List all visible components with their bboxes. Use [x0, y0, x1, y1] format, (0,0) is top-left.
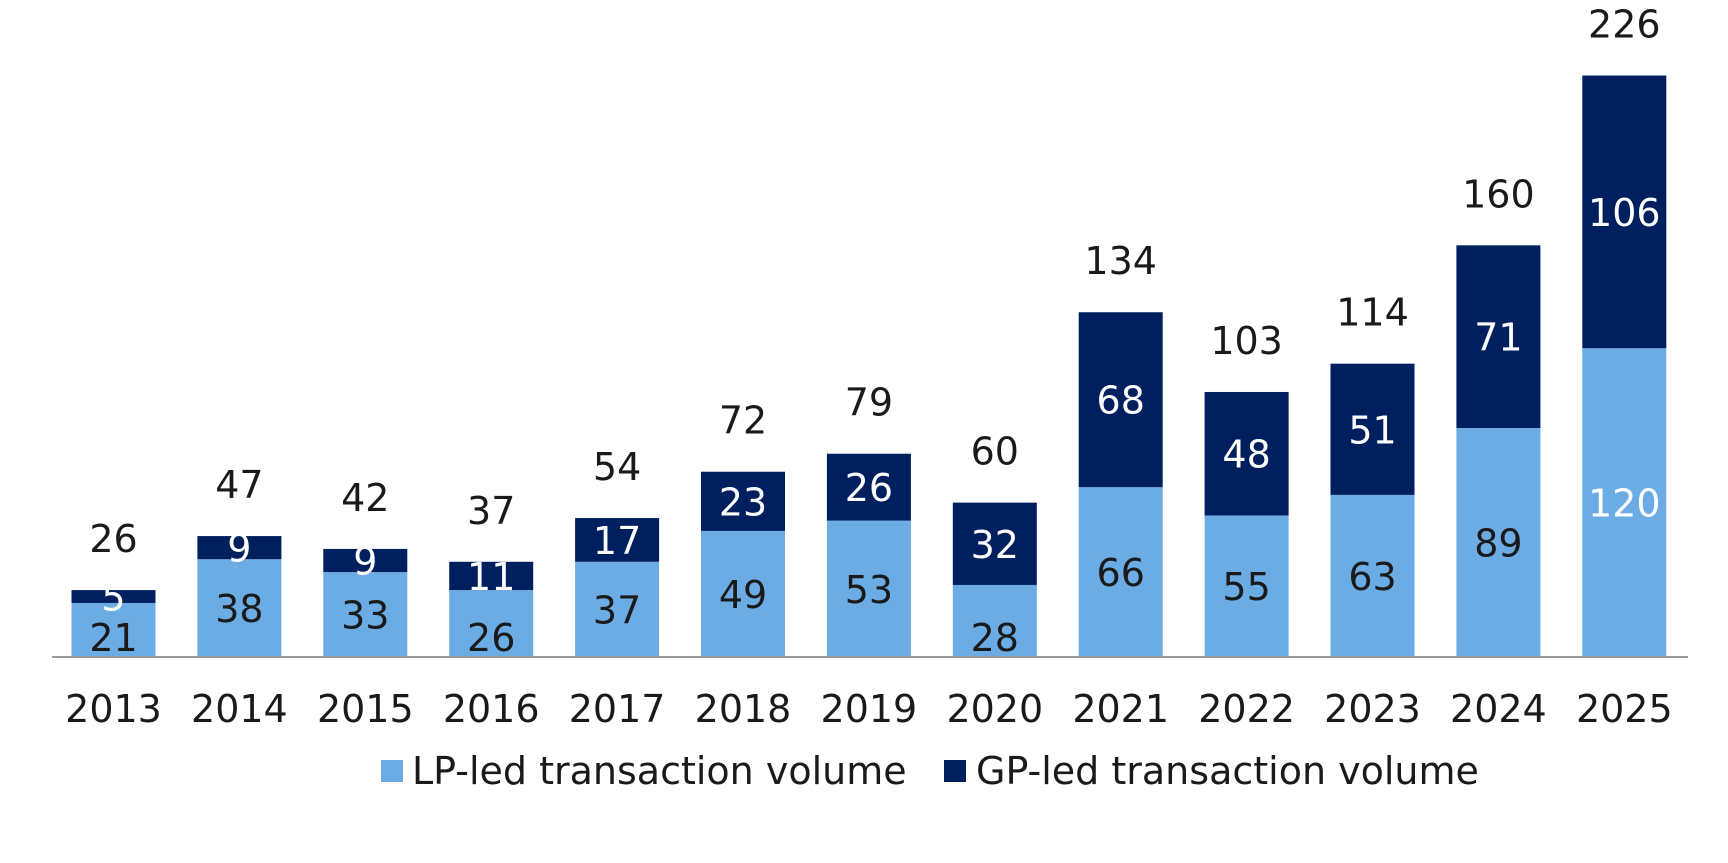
total-label-2015: 42: [341, 476, 389, 520]
bar-gp-2016: [449, 561, 534, 591]
data-label-gp-2025: 106: [1588, 191, 1661, 235]
labels-layer: 215 26 38 9 47 33 9 42 26 11 37 37 17 54 49 23 72 53 26 79 2…: [89, 3, 1660, 660]
legend-label-lp: LP-led transaction volume: [412, 749, 907, 793]
bar-lp-2015: [323, 572, 408, 657]
bar-gp-2015: [323, 548, 408, 573]
x-tick-label-2018: 2018: [695, 687, 792, 731]
bar-lp-2017: [575, 561, 660, 657]
total-label-2024: 160: [1462, 172, 1535, 216]
data-label-gp-2024: 71: [1474, 316, 1522, 360]
bar-lp-2023: [1330, 494, 1415, 657]
bar-gp-2013: [71, 590, 156, 603]
bar-gp-2024: [1456, 245, 1541, 429]
x-tick-label-2016: 2016: [443, 687, 540, 731]
legend-label-gp: GP-led transaction volume: [976, 749, 1479, 793]
total-label-2019: 79: [845, 381, 893, 425]
data-label-gp-2014: 9: [227, 527, 251, 571]
data-label-lp-2014: 38: [215, 587, 263, 631]
x-tick-label-2021: 2021: [1072, 687, 1169, 731]
legend-swatch-lp: [381, 760, 403, 782]
data-label-gp-2019: 26: [845, 466, 893, 510]
total-label-2016: 37: [467, 489, 515, 533]
x-tick-label-2025: 2025: [1576, 687, 1673, 731]
bar-gp-2020: [952, 502, 1037, 585]
bar-lp-2013: [71, 602, 156, 657]
bar-lp-2025: [1582, 348, 1667, 657]
total-label-2021: 134: [1084, 239, 1157, 283]
total-label-2023: 114: [1336, 291, 1409, 335]
bar-lp-2014: [197, 559, 282, 657]
bar-gp-2023: [1330, 363, 1415, 495]
bar-lp-2021: [1078, 487, 1163, 657]
total-label-2025: 226: [1588, 3, 1661, 47]
x-tick-label-2015: 2015: [317, 687, 414, 731]
data-label-lp-2022: 55: [1222, 565, 1270, 609]
bar-gp-2022: [1204, 391, 1289, 516]
bar-lp-2024: [1456, 428, 1541, 657]
data-label-gp-2013: 5: [101, 576, 125, 620]
bar-gp-2014: [197, 536, 282, 560]
data-label-gp-2022: 48: [1222, 433, 1270, 477]
x-tick-label-2013: 2013: [65, 687, 162, 731]
data-label-lp-2024: 89: [1474, 522, 1522, 566]
total-label-2018: 72: [719, 399, 767, 443]
data-label-lp-2020: 28: [971, 616, 1019, 660]
data-label-gp-2018: 23: [719, 480, 767, 524]
bar-gp-2018: [701, 471, 785, 531]
total-label-2013: 26: [89, 517, 137, 561]
data-label-gp-2020: 32: [971, 523, 1019, 567]
data-label-lp-2015: 33: [341, 594, 389, 638]
total-label-2022: 103: [1210, 319, 1283, 363]
bar-lp-2018: [701, 530, 785, 657]
x-tick-label-2020: 2020: [946, 687, 1043, 731]
bar-lp-2019: [826, 520, 911, 657]
data-label-lp-2023: 63: [1348, 555, 1396, 599]
data-label-lp-2019: 53: [845, 568, 893, 612]
legend-swatch-gp: [944, 760, 966, 782]
data-label-gp-2021: 68: [1097, 379, 1145, 423]
data-label-lp-2021: 66: [1097, 551, 1145, 595]
bar-lp-2016: [449, 590, 534, 657]
total-label-2017: 54: [593, 445, 641, 489]
x-tick-label-2019: 2019: [821, 687, 918, 731]
data-label-lp-2013: 21: [89, 616, 137, 660]
bar-gp-2019: [826, 453, 911, 521]
x-tick-label-2024: 2024: [1450, 687, 1547, 731]
bar-gp-2021: [1078, 312, 1163, 488]
bars-layer: [71, 75, 1667, 657]
bar-gp-2017: [575, 518, 660, 562]
x-tick-label-2023: 2023: [1324, 687, 1421, 731]
data-label-gp-2023: 51: [1348, 408, 1396, 452]
data-label-lp-2017: 37: [593, 588, 641, 632]
data-label-lp-2025: 120: [1588, 482, 1661, 526]
data-label-gp-2017: 17: [593, 519, 641, 563]
bar-gp-2025: [1582, 75, 1667, 349]
data-label-gp-2015: 9: [353, 540, 377, 584]
x-tick-label-2022: 2022: [1198, 687, 1295, 731]
bar-lp-2022: [1204, 515, 1289, 657]
x-tick-labels: 2013 2014 2015 2016 2017 2018 2019 2020 2021 2022…: [65, 687, 1673, 731]
bar-lp-2020: [952, 584, 1037, 657]
legend: LP-led transaction volume GP-led transact…: [381, 749, 1479, 793]
data-label-lp-2018: 49: [719, 573, 767, 617]
x-tick-label-2017: 2017: [569, 687, 666, 731]
x-tick-label-2014: 2014: [191, 687, 288, 731]
data-label-lp-2016: 26: [467, 616, 515, 660]
data-label-gp-2016: 11: [467, 555, 515, 599]
total-label-2020: 60: [971, 430, 1019, 474]
total-label-2014: 47: [215, 463, 263, 507]
